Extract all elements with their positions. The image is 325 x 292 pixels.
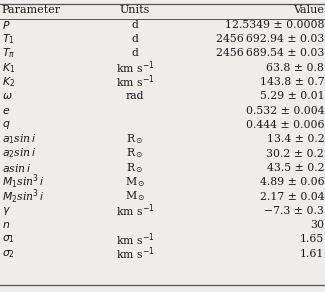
Text: rad: rad — [126, 91, 144, 101]
Text: 63.8 ± 0.8: 63.8 ± 0.8 — [266, 63, 324, 73]
Text: $K_2$: $K_2$ — [2, 75, 15, 89]
Text: d: d — [131, 34, 138, 44]
Text: 0.532 ± 0.004: 0.532 ± 0.004 — [246, 106, 324, 116]
Text: 143.8 ± 0.7: 143.8 ± 0.7 — [260, 77, 324, 87]
Text: km s$^{-1}$: km s$^{-1}$ — [116, 231, 154, 248]
Text: −7.3 ± 0.3: −7.3 ± 0.3 — [265, 206, 324, 216]
Text: $e$: $e$ — [2, 106, 10, 116]
Text: km s$^{-1}$: km s$^{-1}$ — [116, 60, 154, 76]
Text: km s$^{-1}$: km s$^{-1}$ — [116, 74, 154, 90]
Text: R$_\odot$: R$_\odot$ — [126, 161, 144, 175]
Text: Units: Units — [120, 5, 150, 15]
Text: 13.4 ± 0.2: 13.4 ± 0.2 — [266, 134, 324, 144]
Text: 5.29 ± 0.01: 5.29 ± 0.01 — [260, 91, 324, 101]
Text: $M_1$sin$^3\,i$: $M_1$sin$^3\,i$ — [2, 173, 44, 192]
Text: km s$^{-1}$: km s$^{-1}$ — [116, 246, 154, 262]
Text: 43.5 ± 0.2: 43.5 ± 0.2 — [267, 163, 324, 173]
Text: $\omega$: $\omega$ — [2, 91, 12, 101]
Text: 12.5349 ± 0.0008: 12.5349 ± 0.0008 — [225, 20, 324, 30]
Text: Parameter: Parameter — [2, 5, 61, 15]
Text: $P$: $P$ — [2, 19, 10, 31]
Text: $a$sin$\,i$: $a$sin$\,i$ — [2, 162, 31, 174]
Text: M$_\odot$: M$_\odot$ — [125, 175, 145, 189]
Text: d: d — [131, 20, 138, 30]
Text: 4.89 ± 0.06: 4.89 ± 0.06 — [260, 177, 324, 187]
Text: 2456 692.94 ± 0.03: 2456 692.94 ± 0.03 — [216, 34, 324, 44]
Text: 30: 30 — [310, 220, 324, 230]
Text: $\sigma_2$: $\sigma_2$ — [2, 248, 15, 260]
Text: $\gamma$: $\gamma$ — [2, 205, 10, 217]
Text: $\sigma_1$: $\sigma_1$ — [2, 234, 15, 245]
Text: M$_\odot$: M$_\odot$ — [125, 190, 145, 204]
Text: Value: Value — [293, 5, 324, 15]
Text: 2.17 ± 0.04: 2.17 ± 0.04 — [260, 192, 324, 201]
Text: R$_\odot$: R$_\odot$ — [126, 147, 144, 161]
Text: R$_\odot$: R$_\odot$ — [126, 132, 144, 146]
Text: km s$^{-1}$: km s$^{-1}$ — [116, 203, 154, 219]
Text: $q$: $q$ — [2, 119, 10, 131]
Text: d: d — [131, 48, 138, 58]
Text: 1.65: 1.65 — [300, 234, 324, 244]
Text: 30.2 ± 0.2: 30.2 ± 0.2 — [266, 149, 324, 159]
Text: $K_1$: $K_1$ — [2, 61, 15, 75]
Text: $a_1$sin$\,i$: $a_1$sin$\,i$ — [2, 132, 36, 146]
Text: $n$: $n$ — [2, 220, 10, 230]
Text: $T_\pi$: $T_\pi$ — [2, 46, 15, 60]
Text: 1.61: 1.61 — [300, 249, 324, 259]
Text: 2456 689.54 ± 0.03: 2456 689.54 ± 0.03 — [216, 48, 324, 58]
Text: 0.444 ± 0.006: 0.444 ± 0.006 — [246, 120, 324, 130]
Text: $M_2$sin$^3\,i$: $M_2$sin$^3\,i$ — [2, 187, 44, 206]
Text: $T_1$: $T_1$ — [2, 32, 14, 46]
Text: $a_2$sin$\,i$: $a_2$sin$\,i$ — [2, 147, 36, 161]
